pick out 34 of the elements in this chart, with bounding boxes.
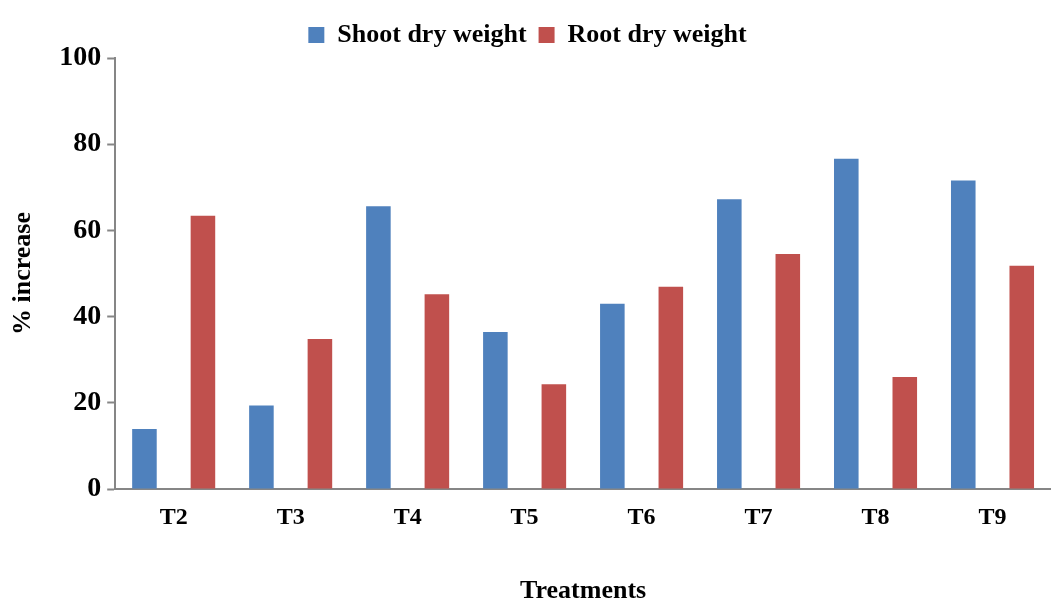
bar: [600, 303, 625, 489]
bar: [658, 286, 684, 489]
bar: [834, 158, 859, 489]
bar: [483, 332, 508, 489]
legend-label: Shoot dry weight: [337, 18, 527, 48]
x-axis-title: Treatments: [520, 575, 647, 605]
bar: [1009, 265, 1035, 489]
y-tick-label: 100: [59, 40, 102, 72]
bar: [190, 215, 216, 489]
x-tick-label: T4: [393, 502, 422, 529]
bar: [950, 180, 976, 489]
bar: [892, 376, 918, 489]
y-tick-label: 60: [73, 212, 102, 244]
bar: [775, 254, 801, 489]
bar: [366, 206, 391, 489]
bar: [307, 339, 333, 489]
bar: [132, 429, 157, 489]
bar: [424, 294, 450, 489]
y-tick-label: 20: [73, 385, 102, 417]
x-tick-label: T7: [744, 502, 773, 529]
bar: [541, 384, 567, 489]
y-tick-label: 40: [73, 298, 102, 330]
x-tick-label: T8: [861, 502, 890, 529]
bar: [249, 405, 274, 489]
y-tick-label: 0: [87, 471, 102, 503]
x-tick-label: T2: [159, 502, 188, 529]
x-tick-label: T9: [978, 502, 1007, 529]
legend-label: Root dry weight: [567, 18, 748, 48]
x-tick-label: T5: [510, 502, 539, 529]
bar: [717, 199, 742, 489]
x-tick-label: T3: [276, 502, 305, 529]
y-axis-title: % increase: [7, 212, 37, 335]
y-tick-label: 80: [73, 126, 102, 158]
x-tick-label: T6: [627, 502, 656, 529]
